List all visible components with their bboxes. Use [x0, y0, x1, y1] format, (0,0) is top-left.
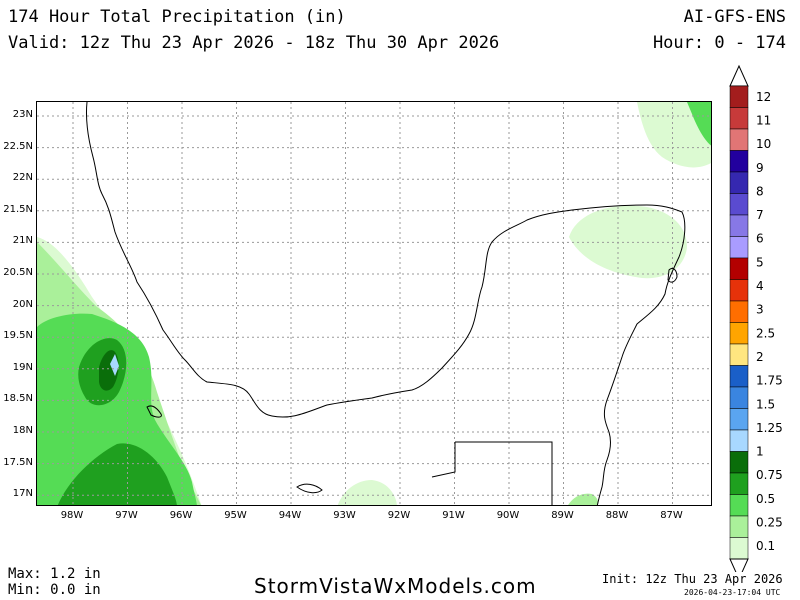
- lon-label: 91W: [442, 510, 465, 521]
- legend-swatch: [729, 107, 749, 130]
- legend-label: 7: [756, 208, 764, 222]
- lat-label: 18N: [12, 425, 33, 436]
- legend-label: 2.5: [756, 326, 775, 340]
- lat-label: 21N: [12, 235, 33, 247]
- legend-swatch: [729, 236, 749, 259]
- precip-0.25-ne: [687, 102, 711, 146]
- lat-label: 22.5N: [3, 140, 33, 152]
- legend-swatch: [729, 85, 749, 108]
- precip-0.5-west: [37, 313, 197, 505]
- lat-label: 21.5N: [3, 203, 33, 215]
- lat-label: 19.5N: [3, 330, 33, 342]
- model-name: AI-GFS-ENS: [683, 7, 786, 27]
- precip-0.1-south-mid: [337, 480, 397, 505]
- coastline: [86, 102, 686, 505]
- lon-label: 96W: [169, 510, 193, 521]
- lon-label: 88W: [605, 510, 629, 521]
- lat-label: 19N: [12, 361, 33, 373]
- legend-swatch: [729, 494, 749, 517]
- legend-label: 11: [756, 113, 771, 127]
- init-time: Init: 12z Thu 23 Apr 2026: [602, 572, 783, 586]
- legend-label: 2: [756, 350, 764, 364]
- legend-swatch: [729, 322, 749, 345]
- precip-fills: [37, 102, 711, 505]
- legend-label: 1.25: [756, 421, 783, 435]
- precip-legend: 12 11 10 9 8 7 6 5 4 3 2.5 2 1.75 1.5 1.25 1 0.75 0.5 0.25…: [728, 64, 800, 581]
- legend-swatch: [729, 193, 749, 216]
- gulf-island: [146, 405, 162, 418]
- legend-label: 1.75: [756, 374, 783, 388]
- legend-label: 0.1: [756, 539, 775, 553]
- lon-label: 95W: [224, 510, 247, 521]
- lon-label: 97W: [115, 510, 138, 521]
- precip-0.1-ne: [637, 102, 711, 168]
- lon-label: 94W: [278, 510, 302, 521]
- legend-swatch: [729, 408, 749, 431]
- legend-top-arrow: [729, 64, 749, 87]
- lat-label: 20N: [12, 298, 33, 310]
- legend-swatch: [729, 451, 749, 474]
- lon-label: 93W: [333, 510, 356, 521]
- legend-label: 5: [756, 255, 764, 269]
- legend-swatch: [729, 214, 749, 237]
- legend-canvas: 12 11 10 9 8 7 6 5 4 3 2.5 2 1.75 1.5 1.25 1 0.75 0.5 0.25…: [729, 64, 783, 581]
- lat-label: 17N: [12, 488, 33, 500]
- max-precip: Max: 1.2 in: [8, 566, 101, 582]
- legend-swatch: [729, 128, 749, 151]
- site-url[interactable]: StormVistaWxModels.com: [254, 574, 537, 598]
- legend-swatch: [729, 171, 749, 194]
- belize-coast: [596, 431, 611, 505]
- lon-label: 89W: [551, 510, 574, 521]
- legend-label: 3: [756, 303, 764, 317]
- legend-swatch: [729, 537, 749, 560]
- precip-0.75-west-south: [57, 443, 177, 505]
- legend-label: 0.75: [756, 468, 783, 482]
- lat-label: 18.5N: [3, 393, 33, 405]
- hour-range: Hour: 0 - 174: [652, 33, 786, 53]
- legend-swatch: [729, 386, 749, 409]
- legend-swatch: [729, 300, 749, 323]
- legend-label: 10: [756, 137, 771, 151]
- border-mexico-guatemala: [431, 442, 456, 478]
- legend-swatch: [729, 279, 749, 302]
- map-canvas: [37, 102, 711, 505]
- cozumel-island: [667, 267, 678, 283]
- legend-label: 0.5: [756, 492, 775, 506]
- legend-label: 4: [756, 279, 764, 293]
- legend-swatch: [729, 429, 749, 452]
- small-lagoon: [296, 483, 323, 494]
- min-precip: Min: 0.0 in: [8, 582, 101, 598]
- legend-swatch: [729, 257, 749, 280]
- precipitation-map: [36, 101, 712, 506]
- legend-swatch: [729, 515, 749, 538]
- legend-label: 0.25: [756, 516, 783, 530]
- mexico-gulf-coast: [86, 102, 686, 433]
- chart-title: 174 Hour Total Precipitation (in): [8, 7, 346, 27]
- legend-bottom-arrow: [729, 558, 749, 581]
- generated-stamp: 2026-04-23-17:04 UTC: [684, 588, 781, 597]
- legend-label: 6: [756, 232, 764, 246]
- legend-label: 9: [756, 161, 764, 175]
- lon-label: 87W: [660, 510, 683, 521]
- border-guatemala: [455, 441, 553, 505]
- lat-label: 22N: [12, 172, 33, 184]
- legend-label: 8: [756, 184, 764, 198]
- legend-label: 1: [756, 445, 764, 459]
- precip-1.25-peak: [110, 354, 119, 376]
- legend-swatch: [729, 343, 749, 366]
- legend-label: 1.5: [756, 397, 775, 411]
- legend-swatch: [729, 150, 749, 173]
- legend-swatch: [729, 365, 749, 388]
- lon-label: 98W: [60, 510, 84, 521]
- legend-label: 12: [756, 90, 771, 104]
- precip-0.1-south-east: [568, 493, 599, 505]
- lat-label: 23N: [12, 109, 33, 120]
- lat-label: 17.5N: [3, 456, 33, 468]
- lat-label: 20.5N: [3, 267, 33, 278]
- lon-label: 90W: [496, 510, 520, 521]
- valid-period: Valid: 12z Thu 23 Apr 2026 - 18z Thu 30 …: [8, 33, 500, 53]
- lon-label: 92W: [387, 510, 411, 521]
- legend-swatch: [729, 472, 749, 495]
